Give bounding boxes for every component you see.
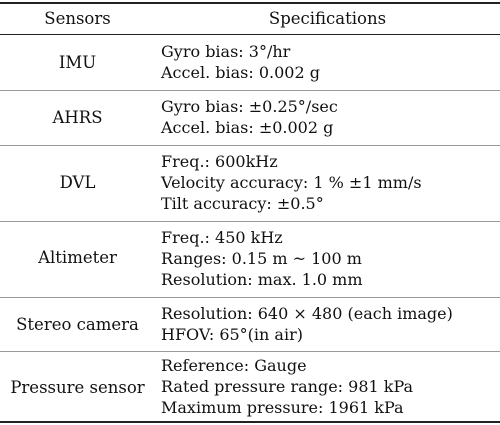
row-separator — [0, 351, 500, 352]
table-row-ahrs: AHRS Gyro bias: ±0.25°/sec Accel. bias: … — [0, 92, 500, 142]
header-specifications: Specifications — [268, 9, 387, 28]
spec-list-stereo-camera: Resolution: 640 × 480 (each image) HFOV:… — [161, 303, 496, 345]
spec-line: Freq.: 450 kHz — [161, 228, 283, 247]
spec-line: HFOV: 65°(in air) — [161, 325, 303, 344]
spec-line: Rated pressure range: 981 kPa — [161, 377, 414, 396]
table-bottom-rule — [0, 421, 500, 423]
spec-line: Maximum pressure: 1961 kPa — [161, 398, 404, 417]
table-row-dvl: DVL Freq.: 600kHz Velocity accuracy: 1 %… — [0, 147, 500, 219]
sensor-name-imu: IMU — [58, 53, 97, 72]
spec-list-ahrs: Gyro bias: ±0.25°/sec Accel. bias: ±0.00… — [161, 96, 496, 138]
header-sensors: Sensors — [44, 9, 111, 28]
spec-line: Resolution: max. 1.0 mm — [161, 270, 363, 289]
table-row-stereo-camera: Stereo camera Resolution: 640 × 480 (eac… — [0, 299, 500, 349]
table-row-altimeter: Altimeter Freq.: 450 kHz Ranges: 0.15 m … — [0, 223, 500, 295]
spec-line: Accel. bias: 0.002 g — [161, 63, 320, 82]
sensor-name-dvl: DVL — [59, 173, 96, 192]
sensor-name-ahrs: AHRS — [52, 108, 103, 127]
spec-line: Velocity accuracy: 1 % ±1 mm/s — [161, 173, 422, 192]
spec-line: Gyro bias: ±0.25°/sec — [161, 97, 338, 116]
spec-line: Reference: Gauge — [161, 356, 307, 375]
spec-line: Accel. bias: ±0.002 g — [161, 118, 334, 137]
spec-list-dvl: Freq.: 600kHz Velocity accuracy: 1 % ±1 … — [161, 151, 496, 214]
spec-line: Tilt accuracy: ±0.5° — [161, 194, 324, 213]
header-bottom-rule — [0, 34, 500, 35]
spec-list-pressure-sensor: Reference: Gauge Rated pressure range: 9… — [161, 355, 496, 418]
table-top-rule — [0, 2, 500, 4]
spec-list-imu: Gyro bias: 3°/hr Accel. bias: 0.002 g — [161, 41, 496, 83]
table-row-pressure-sensor: Pressure sensor Reference: Gauge Rated p… — [0, 353, 500, 421]
row-separator — [0, 297, 500, 298]
spec-line: Freq.: 600kHz — [161, 152, 278, 171]
sensor-name-altimeter: Altimeter — [38, 248, 117, 267]
row-separator — [0, 221, 500, 222]
row-separator — [0, 90, 500, 91]
spec-line: Ranges: 0.15 m ~ 100 m — [161, 249, 362, 268]
sensor-name-pressure-sensor: Pressure sensor — [10, 378, 145, 397]
row-separator — [0, 145, 500, 146]
spec-line: Gyro bias: 3°/hr — [161, 42, 291, 61]
table-row-imu: IMU Gyro bias: 3°/hr Accel. bias: 0.002 … — [0, 37, 500, 87]
sensor-name-stereo-camera: Stereo camera — [16, 315, 139, 334]
spec-line: Resolution: 640 × 480 (each image) — [161, 304, 453, 323]
spec-list-altimeter: Freq.: 450 kHz Ranges: 0.15 m ~ 100 m Re… — [161, 227, 496, 290]
